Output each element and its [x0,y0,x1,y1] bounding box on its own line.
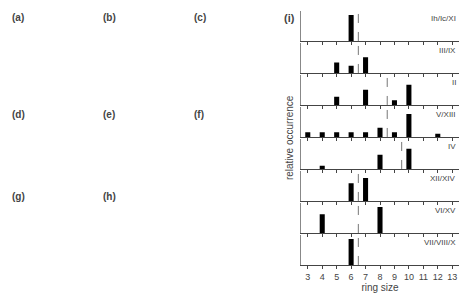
svg-text:13: 13 [447,272,457,282]
svg-text:XII/XIV: XII/XIV [430,174,456,183]
svg-text:(f): (f) [194,109,204,120]
svg-text:(g): (g) [12,191,25,202]
svg-text:7: 7 [363,272,368,282]
svg-text:V/XIII: V/XIII [436,110,456,119]
svg-text:10: 10 [404,272,414,282]
svg-text:(h): (h) [103,191,116,202]
svg-text:VI/XV: VI/XV [435,206,456,215]
svg-text:9: 9 [392,272,397,282]
svg-text:VII/VIII/X: VII/VIII/X [424,238,456,247]
svg-text:(d): (d) [12,109,25,120]
svg-text:ring size: ring size [361,282,399,293]
svg-text:IV: IV [448,142,456,151]
svg-text:(b): (b) [103,12,116,23]
svg-text:4: 4 [320,272,325,282]
svg-text:Ih/Ic/XI: Ih/Ic/XI [431,14,456,23]
svg-text:(a): (a) [12,12,24,23]
svg-text:12: 12 [433,272,443,282]
svg-text:(i): (i) [284,12,295,24]
svg-text:8: 8 [378,272,383,282]
svg-text:11: 11 [419,272,428,282]
svg-text:III/IX: III/IX [439,46,456,55]
svg-text:II: II [452,78,456,87]
svg-text:5: 5 [334,272,339,282]
svg-text:(c): (c) [194,12,206,23]
svg-text:6: 6 [349,272,354,282]
svg-text:3: 3 [305,272,310,282]
svg-text:(e): (e) [103,109,115,120]
svg-text:relative occurrence: relative occurrence [284,95,295,180]
